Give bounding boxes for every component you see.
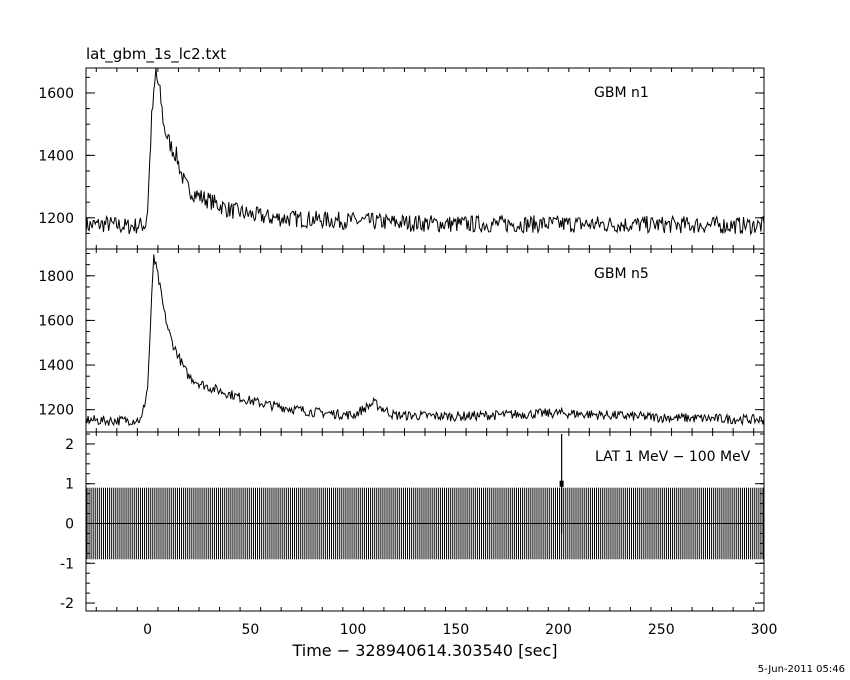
panel-lat: -2 -1 0 1 2 LAT 1 MeV − 100 MeV xyxy=(60,431,765,612)
y-tick-label: 1800 xyxy=(38,269,74,285)
x-tick-label: 150 xyxy=(442,622,469,638)
y-tick-label: 1600 xyxy=(38,86,74,102)
y-tick-label: 0 xyxy=(65,516,74,532)
panel-label: GBM n5 xyxy=(594,266,649,282)
panel-gbm-n5: 1200 1400 1600 1800 GBM n5 xyxy=(38,248,765,433)
x-tick-label: 0 xyxy=(143,622,152,638)
y-tick-label: 1 xyxy=(65,477,74,493)
x-tick-label: 300 xyxy=(751,622,778,638)
y-tick-label: -1 xyxy=(60,556,74,572)
y-tick-label: 1400 xyxy=(38,148,74,164)
timestamp-text: 5-Jun-2011 05:46 xyxy=(758,664,845,675)
y-tick-label: 1200 xyxy=(38,211,74,227)
event-point xyxy=(559,480,564,487)
y-tick-label: 1200 xyxy=(38,403,74,419)
x-tick-label: 50 xyxy=(241,622,259,638)
panel-label: LAT 1 MeV − 100 MeV xyxy=(595,449,751,465)
error-bars xyxy=(86,487,764,560)
panel-frame xyxy=(85,248,765,433)
figure-title: lat_gbm_1s_lc2.txt xyxy=(86,45,226,64)
panel-label: GBM n1 xyxy=(594,85,649,101)
x-tick-label: 250 xyxy=(648,622,675,638)
y-tick-label: 1600 xyxy=(38,313,74,329)
light-curve-line xyxy=(85,67,765,236)
x-axis-tick-labels: 0 50 100 150 200 250 300 xyxy=(143,622,777,638)
x-axis-label: Time − 328940614.303540 [sec] xyxy=(291,641,557,660)
y-tick-label: -2 xyxy=(60,596,74,612)
light-curve-line xyxy=(85,254,765,427)
x-tick-label: 200 xyxy=(545,622,572,638)
x-tick-label: 100 xyxy=(340,622,367,638)
y-tick-label: 2 xyxy=(65,437,74,453)
y-tick-label: 1400 xyxy=(38,358,74,374)
panel-gbm-n1: 1200 1400 1600 GBM n1 xyxy=(38,67,765,250)
